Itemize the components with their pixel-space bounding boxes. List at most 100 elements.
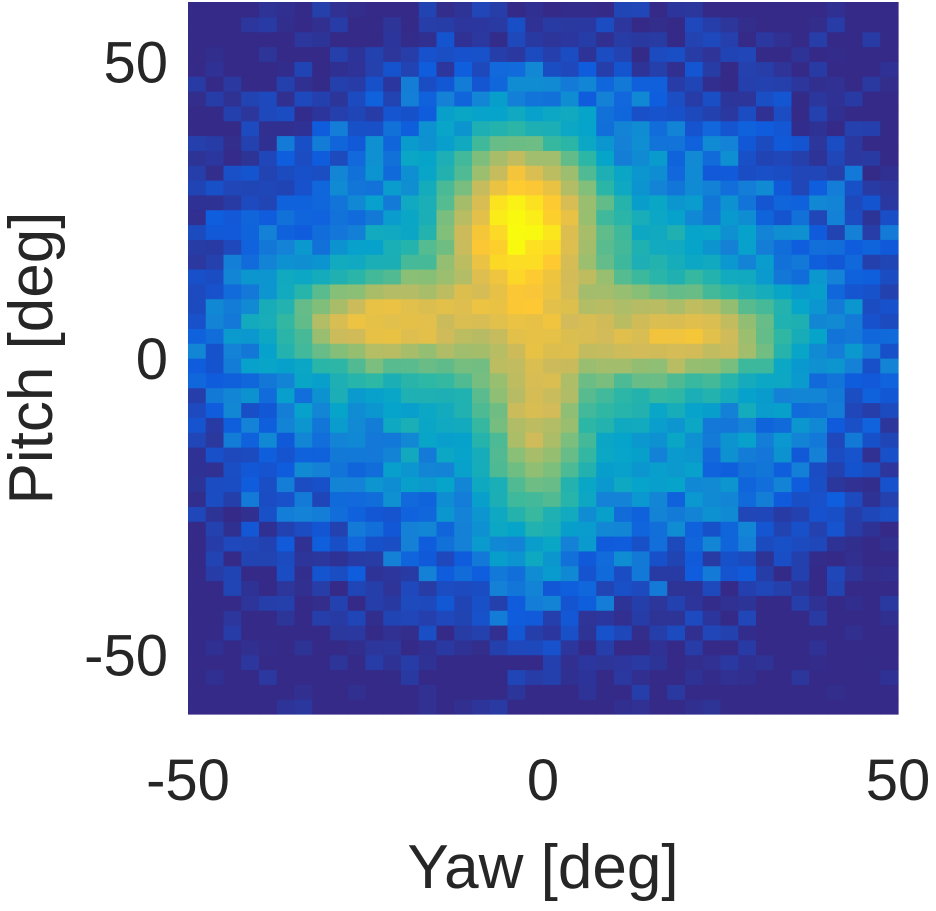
heatmap-cell [702, 31, 722, 48]
heatmap-cell [596, 239, 615, 255]
heatmap-cell [773, 669, 793, 685]
heatmap-cell [649, 165, 668, 181]
heatmap-cell [188, 387, 207, 404]
heatmap-cell [844, 269, 864, 285]
heatmap-cell [365, 669, 384, 685]
heatmap-cell [702, 372, 722, 389]
heatmap-cell [454, 269, 473, 285]
heatmap-cell [454, 595, 473, 611]
heatmap-cell [454, 565, 473, 582]
heatmap-cell [702, 254, 722, 270]
heatmap-cell [756, 150, 775, 166]
heatmap-cell [401, 76, 420, 92]
heatmap-cell [418, 283, 438, 300]
heatmap-cell [614, 2, 633, 18]
heatmap-cell [738, 91, 757, 107]
heatmap-cell [259, 476, 278, 493]
heatmap-cell [507, 91, 526, 107]
heatmap-cell [525, 669, 544, 685]
heatmap-cell [543, 476, 562, 493]
heatmap-cell [418, 31, 438, 48]
heatmap-cell [472, 491, 491, 507]
heatmap-cell [241, 536, 260, 552]
heatmap-cell [525, 2, 544, 18]
heatmap-cell [205, 521, 225, 537]
heatmap-cell [791, 180, 810, 196]
heatmap-cell [809, 120, 828, 137]
heatmap-cell [241, 550, 260, 567]
heatmap-cell [436, 550, 455, 567]
heatmap-cell [862, 46, 881, 62]
heatmap-cell [259, 61, 278, 77]
heatmap-cell [614, 536, 633, 552]
heatmap-cell [259, 150, 278, 166]
heatmap-cell [543, 31, 562, 48]
heatmap-cell [259, 224, 278, 240]
heatmap-cell [667, 150, 686, 166]
heatmap-cell [791, 254, 810, 270]
heatmap-cell [596, 2, 615, 18]
heatmap-cell [223, 194, 242, 211]
heatmap-cell [773, 120, 793, 137]
heatmap-cell [241, 402, 260, 418]
heatmap-cell [809, 595, 828, 611]
heatmap-cell [223, 209, 242, 226]
heatmap-cell [489, 432, 509, 448]
heatmap-cell [365, 180, 384, 196]
heatmap-cell [791, 239, 810, 255]
heatmap-cell [489, 625, 509, 641]
heatmap-cell [188, 506, 207, 522]
heatmap-cell [880, 328, 899, 344]
heatmap-cell [294, 328, 313, 344]
heatmap-cell [454, 610, 473, 626]
heatmap-cell [276, 46, 296, 62]
heatmap-cell [330, 239, 349, 255]
heatmap-cell [596, 536, 615, 552]
heatmap-cell [436, 417, 455, 433]
heatmap-cell [241, 91, 260, 107]
heatmap-cell [614, 669, 633, 685]
heatmap-cell [596, 639, 615, 656]
heatmap-cell [578, 343, 597, 359]
heatmap-cell [631, 254, 651, 270]
heatmap-cell [667, 491, 686, 507]
heatmap-cell [791, 699, 810, 715]
heatmap-cell [276, 283, 296, 300]
heatmap-cell [347, 610, 367, 626]
heatmap-cell [525, 372, 544, 389]
heatmap-cell [489, 76, 509, 92]
heatmap-cell [507, 313, 526, 329]
heatmap-cell [401, 46, 420, 62]
heatmap-cell [862, 61, 881, 77]
heatmap-cell [525, 491, 544, 507]
heatmap-cell [596, 313, 615, 329]
heatmap-cell [631, 654, 651, 671]
heatmap-cell [773, 298, 793, 315]
heatmap-cell [560, 135, 580, 151]
heatmap-cell [436, 91, 455, 107]
heatmap-cell [205, 2, 225, 18]
heatmap-cell [383, 358, 402, 374]
heatmap-cell [347, 580, 367, 596]
heatmap-cell [560, 358, 580, 374]
heatmap-cell [773, 194, 793, 211]
heatmap-cell [649, 313, 668, 329]
heatmap-cell [543, 343, 562, 359]
heatmap-cell [631, 669, 651, 685]
heatmap-cell [472, 358, 491, 374]
heatmap-cell [436, 610, 455, 626]
heatmap-cell [507, 16, 526, 33]
heatmap-cell [880, 283, 899, 300]
heatmap-cell [188, 194, 207, 211]
heatmap-cell [560, 536, 580, 552]
heatmap-cell [401, 283, 420, 300]
heatmap-cell [365, 491, 384, 507]
heatmap-cell [809, 417, 828, 433]
heatmap-cell [436, 2, 455, 18]
heatmap-cell [756, 654, 775, 671]
heatmap-cell [472, 239, 491, 255]
heatmap-cell [418, 654, 438, 671]
heatmap-cell [791, 432, 810, 448]
heatmap-cell [347, 699, 367, 715]
heatmap-cell [631, 521, 651, 537]
